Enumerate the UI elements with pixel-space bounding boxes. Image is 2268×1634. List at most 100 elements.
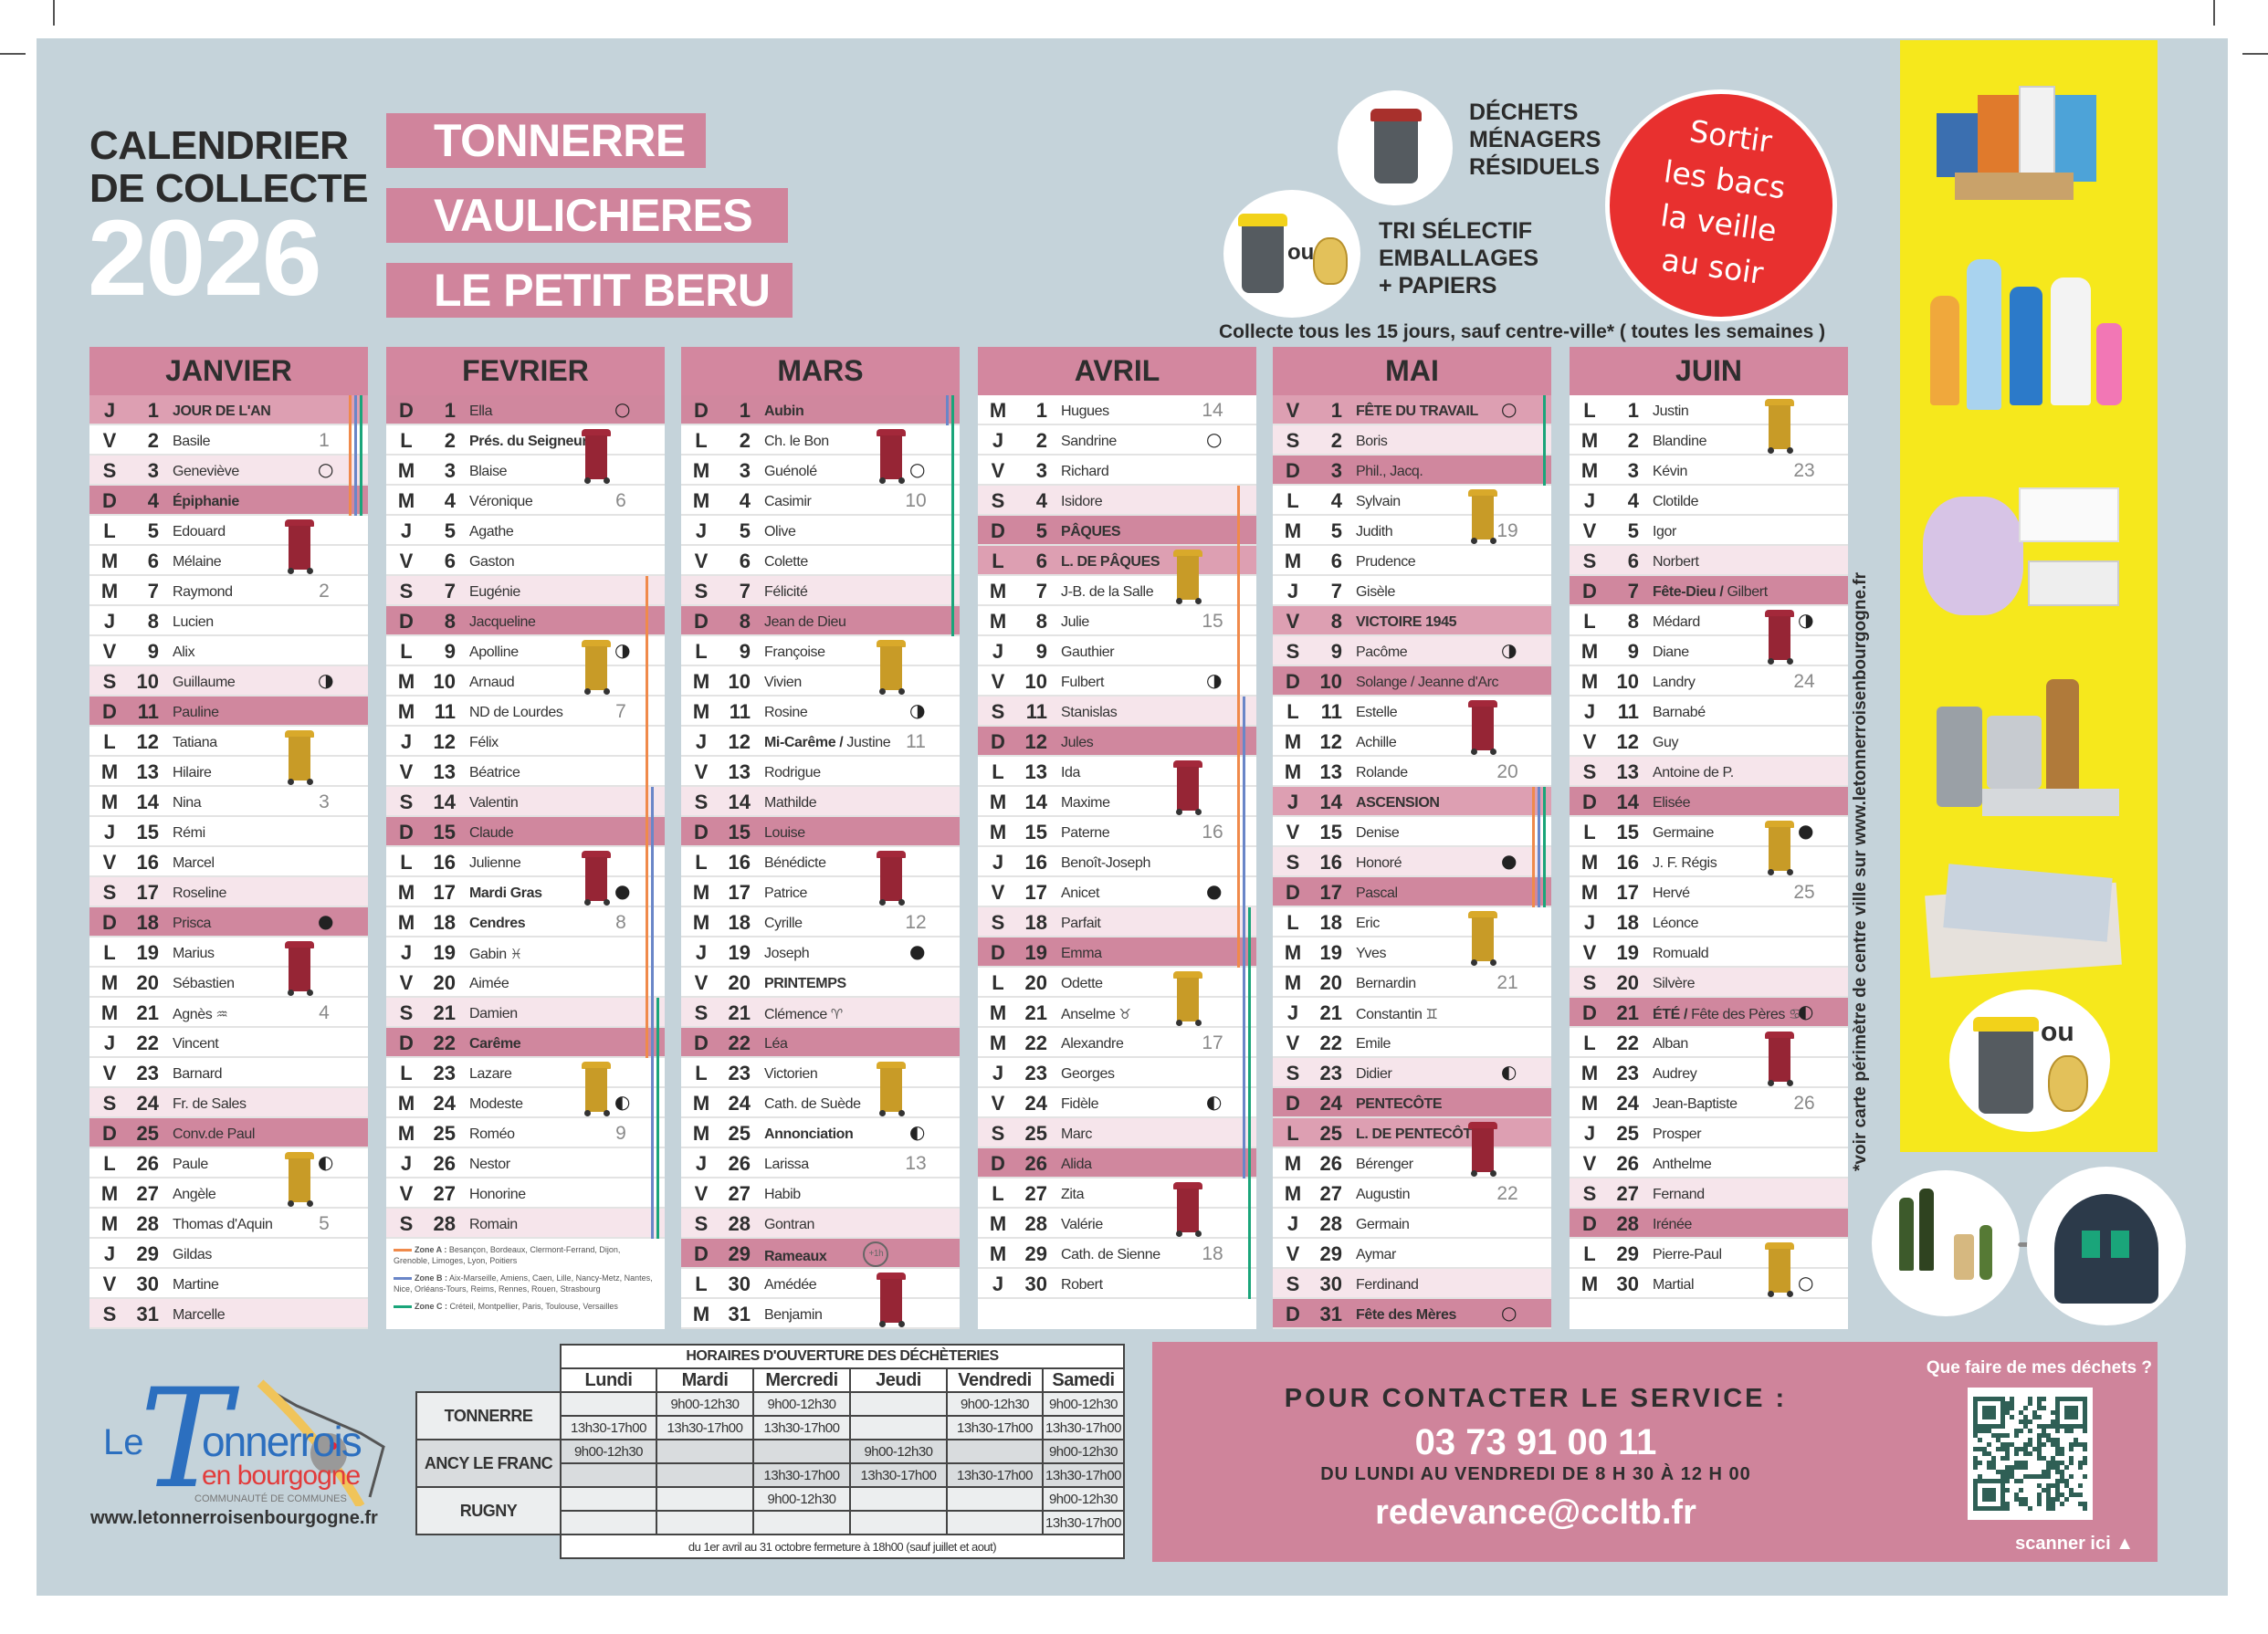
day-row[interactable]: S 24 Fr. de Sales (89, 1088, 368, 1118)
day-row[interactable]: D 4 Épiphanie (89, 486, 368, 516)
day-row[interactable]: M 21 Agnès ♒ 4 (89, 998, 368, 1028)
day-row[interactable]: L 9 Apolline ◑ (386, 636, 665, 666)
day-row[interactable]: J 7 Gisèle (1273, 576, 1551, 606)
day-row[interactable]: D 10 Solange / Jeanne d'Arc (1273, 666, 1551, 697)
day-row[interactable]: L 30 Amédée (681, 1269, 960, 1299)
day-row[interactable]: M 10 Vivien (681, 666, 960, 697)
day-row[interactable]: M 17 Patrice (681, 877, 960, 907)
day-row[interactable]: M 27 Angèle (89, 1178, 368, 1209)
day-row[interactable]: D 3 Phil., Jacq. (1273, 456, 1551, 486)
day-row[interactable]: S 7 Félicité (681, 576, 960, 606)
day-row[interactable]: S 27 Fernand (1570, 1178, 1848, 1209)
day-row[interactable]: D 12 Jules (978, 727, 1256, 757)
day-row[interactable]: L 2 Ch. le Bon (681, 425, 960, 456)
day-row[interactable]: M 11 ND de Lourdes 7 (386, 697, 665, 727)
day-row[interactable]: M 16 J. F. Régis (1570, 847, 1848, 877)
day-row[interactable]: V 3 Richard (978, 456, 1256, 486)
day-row[interactable]: M 24 Modeste ◐ (386, 1088, 665, 1118)
day-row[interactable]: M 21 Anselme ♉ (978, 998, 1256, 1028)
day-row[interactable]: S 4 Isidore (978, 486, 1256, 516)
day-row[interactable]: V 26 Anthelme (1570, 1148, 1848, 1178)
day-row[interactable]: S 30 Ferdinand (1273, 1269, 1551, 1299)
day-row[interactable]: L 23 Victorien (681, 1058, 960, 1088)
day-row[interactable]: L 13 Ida (978, 757, 1256, 787)
day-row[interactable]: V 15 Denise (1273, 817, 1551, 847)
day-row[interactable]: J 25 Prosper (1570, 1118, 1848, 1148)
day-row[interactable]: L 16 Bénédicte (681, 847, 960, 877)
day-row[interactable]: J 16 Benoît-Joseph (978, 847, 1256, 877)
day-row[interactable]: M 13 Rolande 20 (1273, 757, 1551, 787)
day-row[interactable]: M 24 Jean-Baptiste 26 (1570, 1088, 1848, 1118)
day-row[interactable]: M 28 Thomas d'Aquin 5 (89, 1209, 368, 1239)
day-row[interactable]: M 3 Kévin 23 (1570, 456, 1848, 486)
day-row[interactable]: V 2 Basile 1 (89, 425, 368, 456)
day-row[interactable]: M 6 Prudence (1273, 546, 1551, 576)
day-row[interactable]: M 19 Yves (1273, 937, 1551, 968)
day-row[interactable]: J 12 Félix (386, 727, 665, 757)
day-row[interactable]: L 8 Médard ◑ (1570, 606, 1848, 636)
day-row[interactable]: D 15 Louise (681, 817, 960, 847)
day-row[interactable]: J 1 JOUR DE L'AN (89, 395, 368, 425)
day-row[interactable]: D 5 PÂQUES (978, 516, 1256, 546)
day-row[interactable]: J 14 ASCENSION (1273, 787, 1551, 817)
day-row[interactable]: S 16 Honoré ● (1273, 847, 1551, 877)
day-row[interactable]: D 8 Jean de Dieu (681, 606, 960, 636)
day-row[interactable]: V 20 PRINTEMPS (681, 968, 960, 998)
day-row[interactable]: V 16 Marcel (89, 847, 368, 877)
day-row[interactable]: M 7 Raymond 2 (89, 576, 368, 606)
day-row[interactable]: V 1 FÊTE DU TRAVAIL ○ (1273, 395, 1551, 425)
day-row[interactable]: V 5 Igor (1570, 516, 1848, 546)
day-row[interactable]: M 4 Casimir 10 (681, 486, 960, 516)
day-row[interactable]: M 10 Landry 24 (1570, 666, 1848, 697)
day-row[interactable]: M 17 Hervé 25 (1570, 877, 1848, 907)
day-row[interactable]: M 12 Achille (1273, 727, 1551, 757)
day-row[interactable]: L 5 Edouard (89, 516, 368, 546)
day-row[interactable]: J 29 Gildas (89, 1239, 368, 1269)
day-row[interactable]: L 16 Julienne (386, 847, 665, 877)
day-row[interactable]: M 17 Mardi Gras ● (386, 877, 665, 907)
day-row[interactable]: D 19 Emma (978, 937, 1256, 968)
day-row[interactable]: S 28 Romain (386, 1209, 665, 1239)
day-row[interactable]: L 20 Odette (978, 968, 1256, 998)
day-row[interactable]: L 4 Sylvain (1273, 486, 1551, 516)
day-row[interactable]: D 18 Prisca ● (89, 907, 368, 937)
day-row[interactable]: D 15 Claude (386, 817, 665, 847)
day-row[interactable]: V 9 Alix (89, 636, 368, 666)
day-row[interactable]: J 15 Rémi (89, 817, 368, 847)
day-row[interactable]: L 23 Lazare (386, 1058, 665, 1088)
day-row[interactable]: M 25 Annonciation ◐ (681, 1118, 960, 1148)
day-row[interactable]: D 7 Fête-Dieu / Gilbert (1570, 576, 1848, 606)
day-row[interactable]: S 14 Mathilde (681, 787, 960, 817)
day-row[interactable]: M 18 Cendres 8 (386, 907, 665, 937)
day-row[interactable]: J 30 Robert (978, 1269, 1256, 1299)
day-row[interactable]: V 27 Honorine (386, 1178, 665, 1209)
contact-email[interactable]: redevance@ccltb.fr (1375, 1493, 1696, 1532)
day-row[interactable]: D 11 Pauline (89, 697, 368, 727)
day-row[interactable]: D 17 Pascal (1273, 877, 1551, 907)
day-row[interactable]: M 26 Bérenger (1273, 1148, 1551, 1178)
day-row[interactable]: L 12 Tatiana (89, 727, 368, 757)
day-row[interactable]: M 2 Blandine (1570, 425, 1848, 456)
day-row[interactable]: V 24 Fidèle ◐ (978, 1088, 1256, 1118)
day-row[interactable]: M 23 Audrey (1570, 1058, 1848, 1088)
day-row[interactable]: J 2 Sandrine ○ (978, 425, 1256, 456)
day-row[interactable]: S 13 Antoine de P. (1570, 757, 1848, 787)
day-row[interactable]: J 22 Vincent (89, 1028, 368, 1058)
day-row[interactable]: J 8 Lucien (89, 606, 368, 636)
day-row[interactable]: D 29 Rameaux +1h (681, 1239, 960, 1269)
day-row[interactable]: M 18 Cyrille 12 (681, 907, 960, 937)
day-row[interactable]: J 4 Clotilde (1570, 486, 1848, 516)
day-row[interactable]: J 11 Barnabé (1570, 697, 1848, 727)
day-row[interactable]: M 20 Bernardin 21 (1273, 968, 1551, 998)
day-row[interactable]: S 3 Geneviève ○ (89, 456, 368, 486)
website-url[interactable]: www.letonnerroisenbourgogne.fr (90, 1508, 378, 1528)
day-row[interactable]: M 7 J-B. de la Salle (978, 576, 1256, 606)
day-row[interactable]: M 28 Valérie (978, 1209, 1256, 1239)
day-row[interactable]: S 18 Parfait (978, 907, 1256, 937)
day-row[interactable]: L 15 Germaine ● (1570, 817, 1848, 847)
day-row[interactable]: S 9 Pacôme ◑ (1273, 636, 1551, 666)
day-row[interactable]: S 17 Roseline (89, 877, 368, 907)
contact-phone[interactable]: 03 73 91 00 11 (1414, 1422, 1657, 1462)
day-row[interactable]: M 1 Hugues 14 (978, 395, 1256, 425)
day-row[interactable]: J 9 Gauthier (978, 636, 1256, 666)
